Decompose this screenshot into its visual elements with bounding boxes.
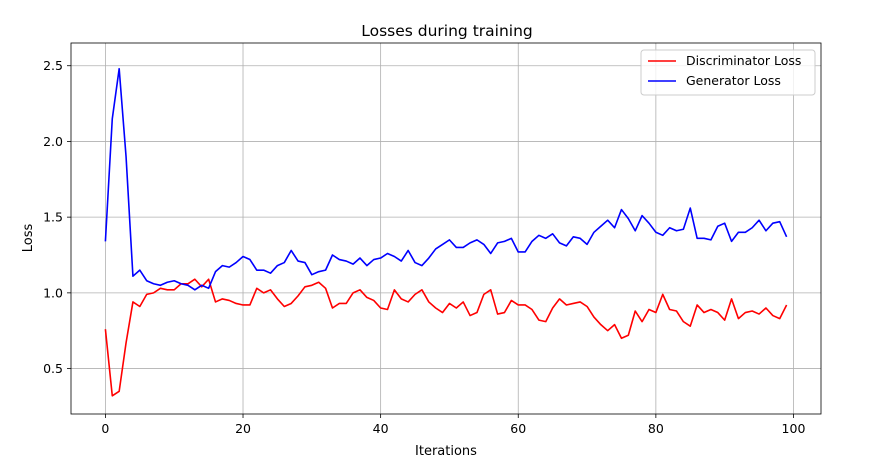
x-axis-label: Iterations — [415, 444, 477, 459]
legend-box — [640, 49, 816, 96]
y-tick-label: 2.5 — [43, 58, 63, 73]
chart-title: Losses during training — [361, 22, 533, 40]
series-line-discriminator-loss — [104, 278, 788, 397]
legend-label-discriminator-loss: Discriminator Loss — [686, 53, 801, 68]
plot-frame — [70, 42, 822, 415]
y-axis-label: Loss — [21, 224, 36, 253]
y-tick-label: 2.0 — [43, 134, 63, 149]
y-tick-label: 1.0 — [43, 285, 63, 300]
legend-label-generator-loss: Generator Loss — [686, 73, 781, 88]
ticks: 0 20 40 60 80 100 0.5 1.0 1.5 2.0 2.5 — [43, 58, 805, 436]
x-tick-label: 40 — [373, 421, 389, 436]
y-tick-label: 1.5 — [43, 210, 63, 225]
legend: Discriminator Loss Generator Loss — [640, 49, 816, 96]
x-tick-label: 60 — [510, 421, 526, 436]
x-tick-label: 80 — [648, 421, 664, 436]
series-layer — [104, 67, 788, 397]
grid — [71, 43, 821, 414]
x-tick-label: 0 — [101, 421, 109, 436]
x-tick-label: 100 — [782, 421, 806, 436]
x-tick-label: 20 — [235, 421, 251, 436]
series-line-generator-loss — [104, 67, 788, 291]
y-tick-label: 0.5 — [43, 361, 63, 376]
